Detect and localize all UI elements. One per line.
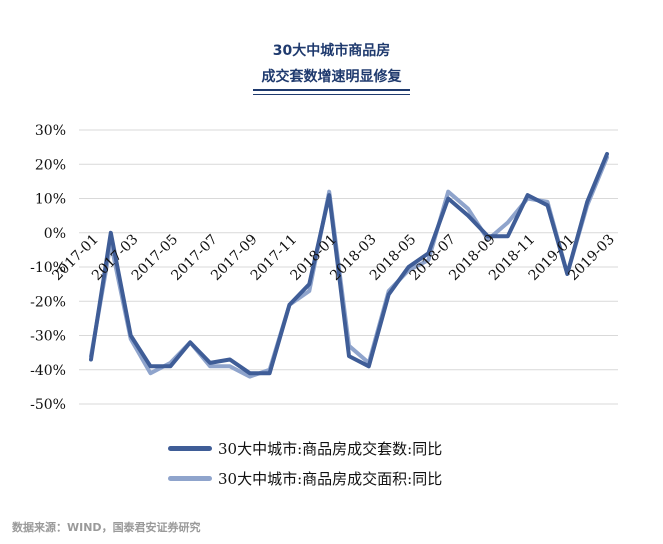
y-tick-label: -20% xyxy=(30,294,66,310)
series-line-1 xyxy=(89,152,609,376)
legend-swatch-2 xyxy=(168,475,212,481)
y-tick-label: -10% xyxy=(30,260,66,276)
data-source-note: 数据来源：WIND，国泰君安证券研究 xyxy=(12,521,201,534)
y-tick-label: -30% xyxy=(30,329,66,345)
legend-label-2: 30大中城市:商品房成交面积:同比 xyxy=(218,469,443,488)
y-tick-label: 30% xyxy=(35,123,66,139)
legend-swatch-1 xyxy=(168,445,212,451)
legend-item-2: 30大中城市:商品房成交面积:同比 xyxy=(168,466,442,490)
y-tick-label: 10% xyxy=(35,192,66,208)
y-tick-label: 0% xyxy=(44,226,66,242)
y-tick-label: 20% xyxy=(35,157,66,173)
title-underline-thin xyxy=(253,94,410,95)
y-tick-label: -50% xyxy=(30,397,66,413)
y-tick-label: -40% xyxy=(30,363,66,379)
title-underline-thick xyxy=(253,89,410,91)
chart-title-line1: 30大中城市商品房 xyxy=(272,43,391,59)
chart-title-line2: 成交套数增速明显修复 xyxy=(261,69,402,85)
legend-item-1: 30大中城市:商品房成交套数:同比 xyxy=(168,436,442,460)
legend-label-1: 30大中城市:商品房成交套数:同比 xyxy=(218,439,443,458)
